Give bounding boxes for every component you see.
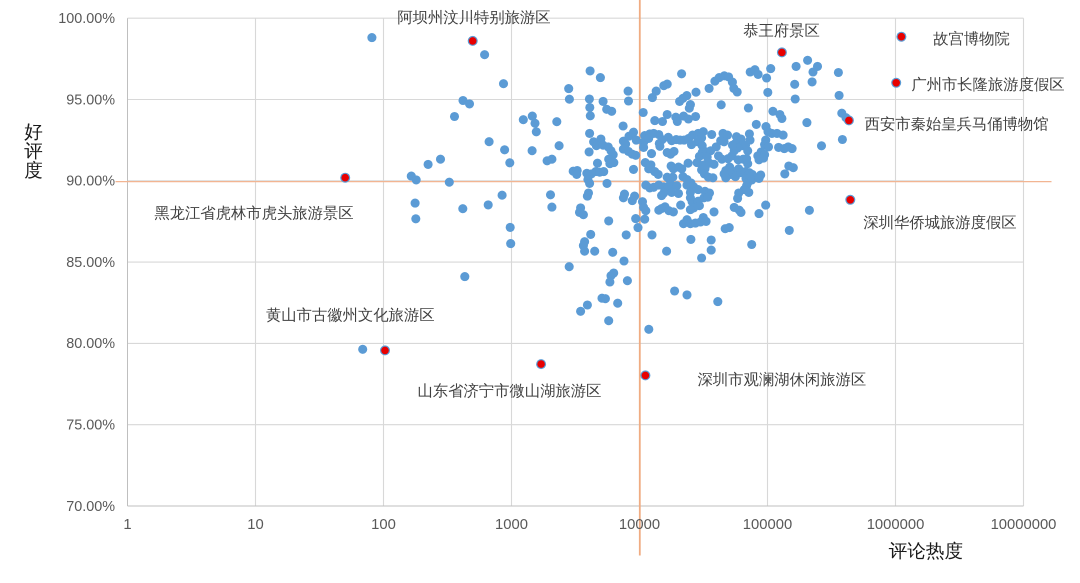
svg-text:85.00%: 85.00%: [66, 255, 115, 271]
svg-text:95.00%: 95.00%: [66, 92, 115, 108]
svg-text:100.00%: 100.00%: [58, 11, 115, 27]
svg-text:100000: 100000: [743, 517, 792, 533]
svg-text:1000000: 1000000: [867, 517, 925, 533]
svg-text:80.00%: 80.00%: [66, 336, 115, 352]
svg-text:70.00%: 70.00%: [66, 499, 115, 515]
svg-text:100: 100: [371, 517, 396, 533]
svg-text:1000: 1000: [495, 517, 528, 533]
svg-text:10: 10: [247, 517, 263, 533]
svg-text:10000: 10000: [619, 517, 660, 533]
svg-text:90.00%: 90.00%: [66, 174, 115, 190]
svg-text:1: 1: [123, 517, 131, 533]
svg-text:10000000: 10000000: [991, 517, 1057, 533]
svg-text:75.00%: 75.00%: [66, 418, 115, 434]
